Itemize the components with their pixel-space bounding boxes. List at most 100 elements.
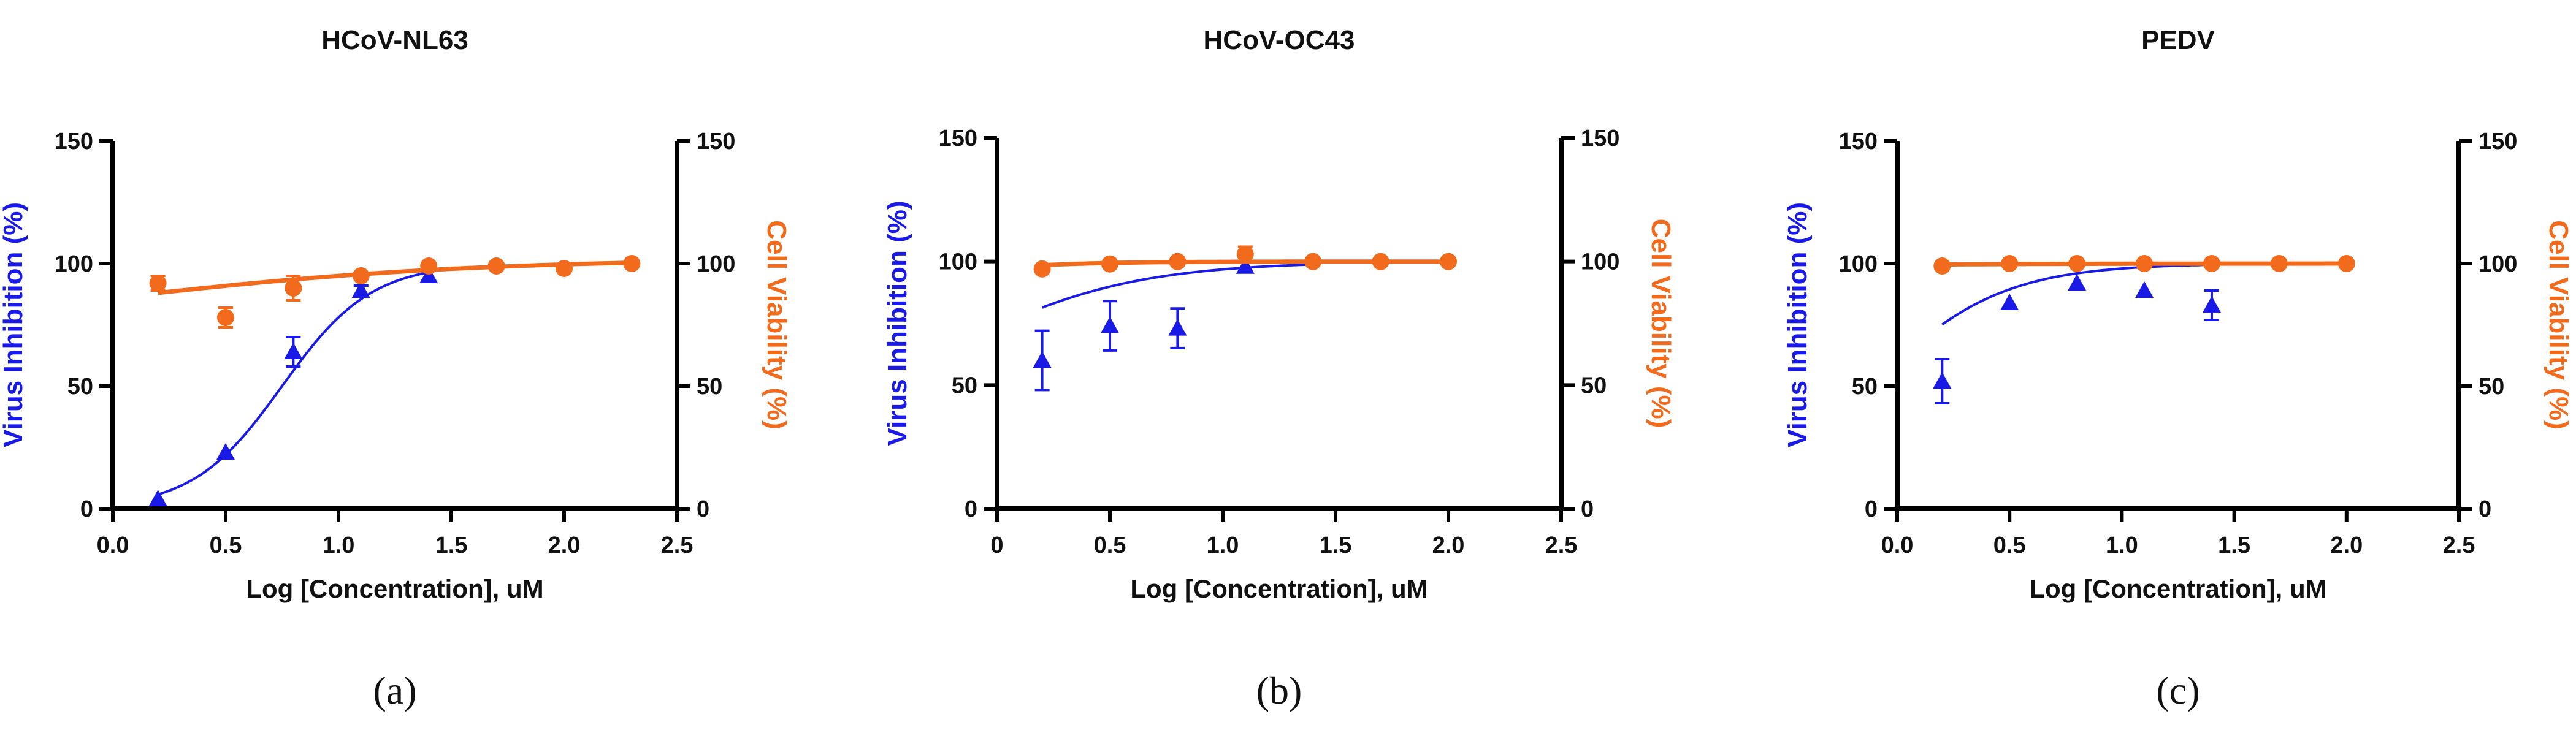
left-y-tick-label: 150 [55, 129, 93, 154]
right-y-tick-label: 50 [1581, 373, 1607, 398]
data-point-circle [2068, 255, 2086, 272]
data-point-triangle [1168, 319, 1187, 336]
data-point-triangle [2000, 294, 2019, 310]
inhibition-series [148, 267, 438, 506]
right-y-tick-label: 150 [1581, 126, 1619, 151]
data-point-triangle [2135, 281, 2154, 298]
chart-title: HCoV-OC43 [1204, 25, 1355, 55]
data-point-triangle [351, 281, 370, 298]
x-tick-label: 1.0 [2106, 533, 2138, 558]
right-y-tick-label: 50 [697, 374, 722, 400]
x-tick-label: 1.5 [1320, 533, 1352, 558]
data-point-circle [217, 309, 234, 326]
data-point-circle [2001, 255, 2019, 272]
x-tick-label: 1.5 [435, 533, 468, 558]
x-tick-label: 1.0 [1207, 533, 1239, 558]
x-tick-label: 2.0 [1432, 533, 1465, 558]
right-y-tick-label: 100 [1581, 249, 1619, 275]
data-point-circle [1304, 253, 1322, 270]
left-y-tick-label: 0 [80, 496, 93, 522]
viability-series [1033, 245, 1457, 278]
left-y-axis-label: Virus Inhibition (%) [1783, 202, 1813, 447]
viability-series [149, 255, 641, 329]
x-tick-label: 1.0 [323, 533, 355, 558]
left-y-tick-label: 0 [1865, 496, 1878, 522]
data-point-triangle [284, 343, 303, 359]
data-point-circle [1101, 255, 1118, 273]
data-point-circle [1236, 245, 1254, 263]
x-axis-label: Log [Concentration], uM [2029, 574, 2326, 603]
left-y-tick-label: 100 [1839, 251, 1878, 277]
data-point-triangle [1933, 372, 1952, 389]
right-y-axis-label: Cell Viability (%) [762, 220, 792, 430]
x-tick-label: 2.0 [548, 533, 581, 558]
data-point-circle [2136, 255, 2154, 272]
x-tick-label: 0.0 [1881, 533, 1914, 558]
data-point-circle [420, 257, 438, 275]
data-point-circle [556, 260, 573, 277]
x-tick-label: 1.5 [2218, 533, 2250, 558]
data-point-triangle [2068, 274, 2087, 291]
chart-title: HCoV-NL63 [321, 25, 468, 55]
right-y-tick-label: 0 [2479, 496, 2491, 522]
right-y-tick-label: 0 [1581, 496, 1594, 522]
data-point-triangle [1101, 316, 1119, 333]
left-y-tick-label: 100 [55, 251, 93, 277]
fit-curve [158, 260, 632, 295]
x-tick-label: 0 [990, 533, 1003, 558]
data-point-circle [2270, 255, 2288, 272]
right-y-tick-label: 50 [2479, 374, 2504, 400]
data-point-circle [2337, 255, 2355, 272]
left-y-tick-label: 150 [1839, 129, 1878, 154]
data-point-circle [623, 255, 641, 272]
data-point-circle [285, 279, 302, 297]
panel-label: (c) [2156, 669, 2200, 712]
x-tick-label: 0.5 [1094, 533, 1126, 558]
inhibition-series [1033, 257, 1313, 392]
right-y-tick-label: 100 [2479, 251, 2517, 277]
data-point-circle [487, 257, 505, 275]
data-point-circle [1440, 253, 1457, 270]
data-point-triangle [2202, 296, 2221, 313]
data-point-circle [352, 267, 370, 284]
left-y-tick-label: 100 [939, 249, 977, 275]
data-point-triangle [419, 267, 438, 283]
fit-curve [1041, 263, 1313, 309]
fit-curve [157, 271, 429, 496]
inhibition-series [1933, 264, 2221, 404]
panel-label: (b) [1256, 669, 1302, 712]
x-tick-label: 2.5 [2443, 533, 2475, 558]
data-point-circle [149, 275, 167, 292]
x-tick-label: 0.5 [1993, 533, 2026, 558]
x-tick-label: 0.0 [97, 533, 129, 558]
data-point-circle [1933, 257, 1951, 275]
data-point-circle [1372, 253, 1389, 270]
data-point-triangle [216, 443, 235, 460]
panel-label: (a) [373, 669, 416, 712]
data-point-triangle [1236, 257, 1255, 274]
x-tick-label: 0.5 [210, 533, 242, 558]
right-y-tick-label: 150 [2479, 129, 2517, 154]
chart-title: PEDV [2141, 25, 2215, 55]
fit-curve [1941, 264, 2212, 326]
left-y-axis-label: Virus Inhibition (%) [0, 202, 28, 447]
left-y-axis-label: Virus Inhibition (%) [882, 200, 912, 446]
left-y-tick-label: 50 [952, 373, 977, 398]
right-y-tick-label: 100 [697, 251, 735, 277]
right-y-tick-label: 0 [697, 496, 709, 522]
right-y-axis-label: Cell Viability (%) [1646, 219, 1676, 428]
x-tick-label: 2.5 [1545, 533, 1578, 558]
right-y-tick-label: 150 [697, 129, 735, 154]
left-y-tick-label: 150 [939, 126, 977, 151]
viability-series [1933, 255, 2355, 275]
x-axis-label: Log [Concentration], uM [246, 574, 543, 603]
data-point-circle [1033, 260, 1051, 278]
x-tick-label: 2.0 [2330, 533, 2363, 558]
left-y-tick-label: 50 [67, 374, 93, 400]
x-axis-label: Log [Concentration], uM [1130, 574, 1428, 603]
left-y-tick-label: 50 [1852, 374, 1878, 400]
